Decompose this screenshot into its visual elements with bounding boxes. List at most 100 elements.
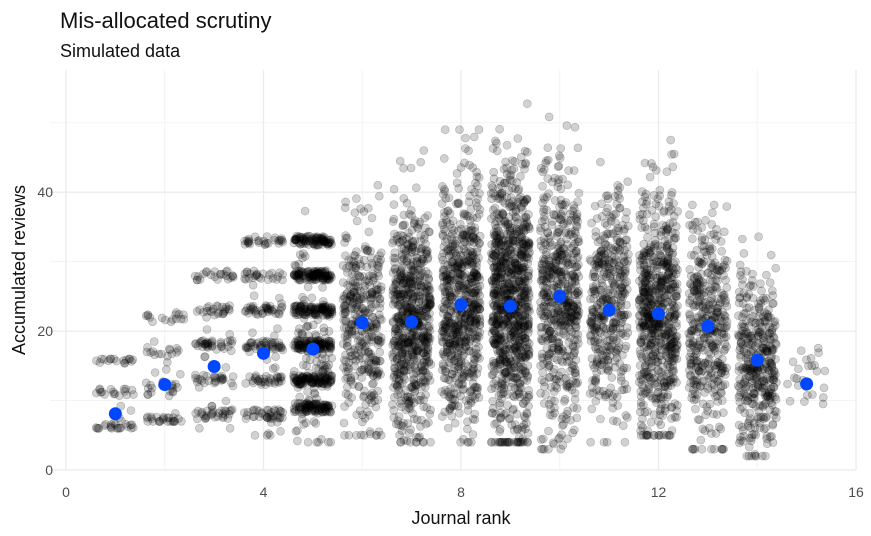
raw-point (291, 426, 301, 436)
raw-point (602, 220, 612, 230)
raw-point (173, 383, 182, 392)
raw-point (539, 254, 548, 264)
raw-point (425, 326, 435, 336)
raw-point (341, 389, 351, 399)
raw-point (603, 336, 612, 346)
raw-point (261, 371, 271, 381)
raw-point (126, 420, 135, 430)
raw-point (487, 181, 497, 190)
raw-point (163, 417, 172, 426)
raw-point (492, 319, 501, 329)
raw-point (516, 232, 526, 242)
raw-point (169, 413, 178, 423)
raw-point (221, 407, 231, 416)
raw-point (465, 285, 475, 295)
raw-point (443, 423, 453, 433)
raw-point (673, 207, 683, 216)
raw-point (172, 308, 181, 317)
raw-point (146, 348, 155, 357)
raw-point (615, 359, 625, 368)
raw-point (163, 351, 172, 361)
raw-point (91, 423, 101, 432)
raw-point (544, 444, 553, 454)
raw-point (159, 412, 168, 422)
raw-point (554, 346, 564, 356)
raw-point (655, 185, 665, 195)
raw-point (218, 309, 228, 319)
raw-point (469, 132, 479, 142)
raw-point (492, 217, 501, 226)
raw-point (492, 345, 502, 355)
raw-point (174, 346, 183, 355)
raw-point (246, 304, 256, 314)
raw-point (109, 389, 119, 399)
raw-point (522, 194, 532, 204)
raw-point (352, 430, 361, 440)
raw-point (474, 311, 484, 321)
raw-point (573, 237, 583, 247)
raw-point (539, 234, 549, 244)
raw-point (199, 370, 208, 380)
raw-point (492, 310, 502, 320)
raw-point (127, 356, 136, 366)
raw-point (176, 369, 185, 379)
raw-point (399, 291, 408, 300)
raw-point (399, 163, 408, 173)
raw-point (394, 300, 403, 310)
raw-point (168, 387, 178, 397)
raw-point (210, 272, 220, 282)
raw-point (523, 271, 533, 281)
raw-point (208, 405, 217, 415)
raw-point (350, 251, 360, 260)
raw-point (603, 296, 613, 305)
raw-point (265, 430, 275, 440)
raw-point (516, 172, 525, 181)
raw-point (298, 360, 308, 370)
raw-point (210, 372, 219, 382)
raw-point (406, 206, 416, 215)
raw-point (155, 417, 165, 426)
raw-point (250, 430, 260, 440)
raw-point (218, 409, 228, 419)
raw-point (174, 414, 183, 424)
raw-point (111, 420, 120, 429)
raw-point (468, 163, 478, 172)
raw-point (106, 422, 116, 431)
raw-point (540, 311, 550, 321)
raw-point (492, 290, 501, 300)
raw-point (494, 238, 504, 248)
raw-point (539, 204, 549, 214)
raw-point (542, 156, 551, 166)
raw-point (553, 162, 563, 171)
raw-point (565, 260, 574, 269)
raw-point (604, 255, 613, 265)
raw-point (504, 186, 514, 195)
raw-point (292, 272, 302, 281)
raw-point (617, 310, 626, 320)
raw-point (344, 398, 354, 407)
raw-point (545, 349, 555, 358)
raw-point (157, 313, 167, 323)
raw-point (202, 267, 211, 276)
raw-point (509, 363, 519, 373)
raw-point (554, 151, 564, 160)
raw-point (565, 382, 575, 392)
raw-point (195, 275, 205, 284)
raw-point (254, 236, 264, 245)
raw-point (388, 238, 397, 248)
raw-point (450, 373, 460, 383)
raw-point (341, 233, 351, 243)
raw-point (560, 396, 569, 406)
raw-point (460, 278, 470, 288)
raw-point (423, 349, 433, 358)
raw-point (218, 411, 228, 421)
raw-point (179, 310, 188, 320)
raw-point (442, 289, 452, 299)
raw-point (219, 344, 229, 354)
raw-point (502, 264, 512, 273)
raw-point (210, 378, 219, 388)
raw-point (510, 257, 520, 266)
raw-point (193, 374, 202, 384)
raw-point (593, 259, 602, 268)
raw-point (395, 336, 405, 346)
